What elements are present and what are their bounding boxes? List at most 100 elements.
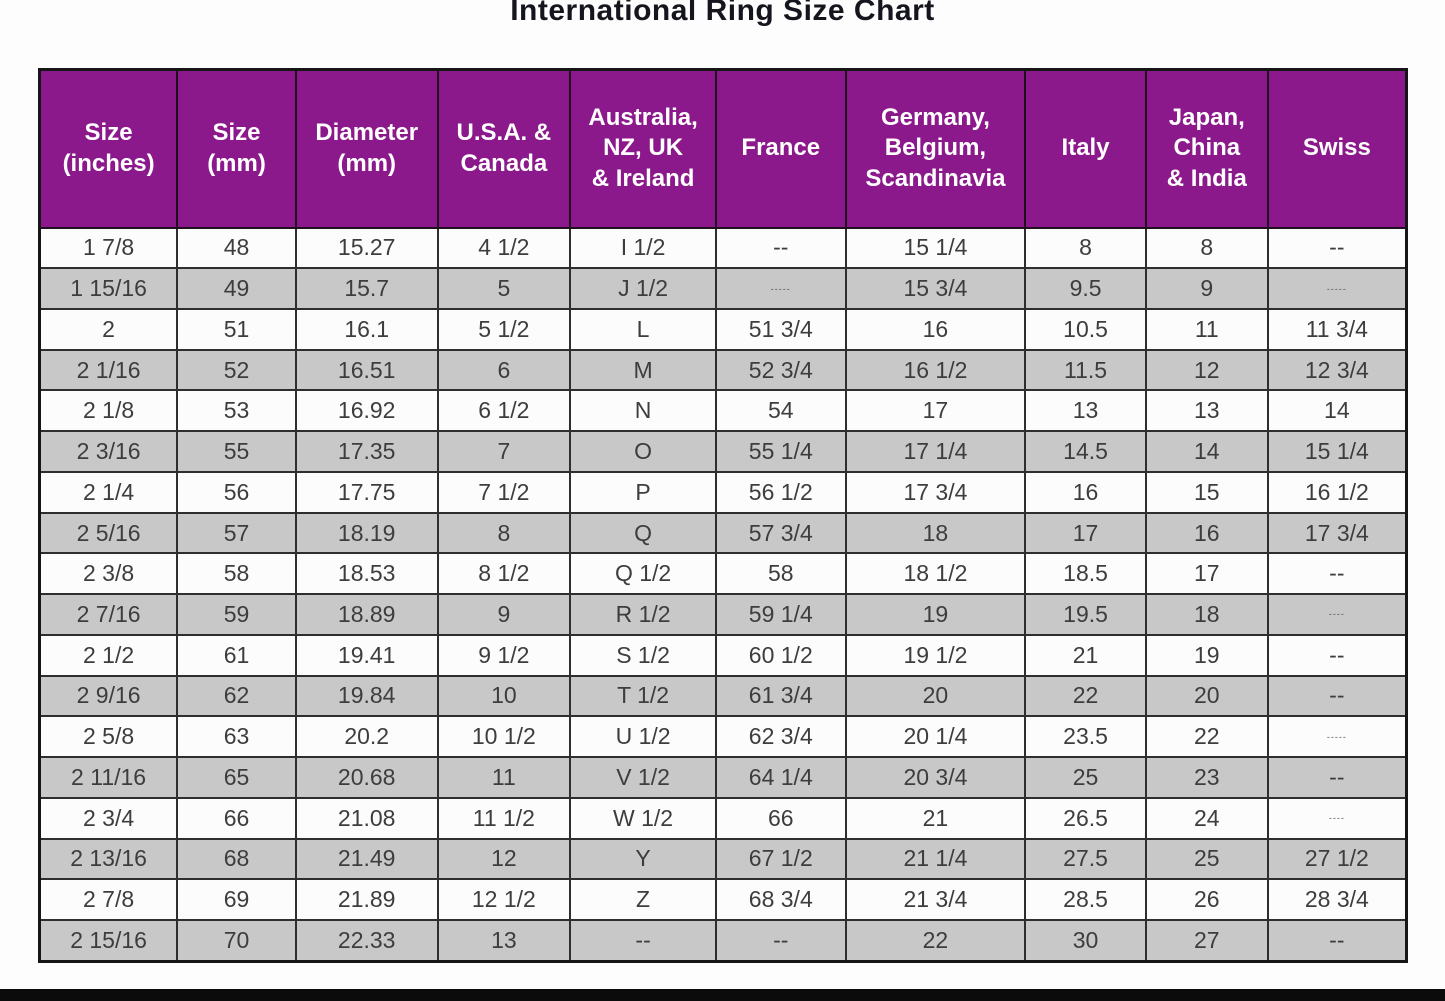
cell-r8-c9: 16 <box>1144 511 1269 555</box>
cell-r9-c1: 2 3/8 <box>38 552 179 596</box>
cell-r9-c4: 8 1/2 <box>436 552 572 596</box>
cell-r1-c8: 8 <box>1024 226 1147 270</box>
cell-r15-c3: 21.08 <box>294 796 439 840</box>
cell-r3-c2: 51 <box>176 307 297 351</box>
table-row-3: 2 51 16.1 5 1/2 L 51 3/4 16 10.5 11 11 3/4 <box>38 307 1408 351</box>
table-body: 1 7/8 48 15.27 4 1/2 I 1/2 -- 15 1/4 8 8 -- 1 15/1… <box>38 226 1408 963</box>
cell-r8-c1: 2 5/16 <box>38 511 179 555</box>
cell-r6-c10: 15 1/4 <box>1266 430 1408 473</box>
cell-r4-c1: 2 1/16 <box>38 348 179 392</box>
cell-r7-c3: 17.75 <box>294 470 439 514</box>
cell-r12-c7: 20 <box>844 674 1027 718</box>
cell-r10-c4: 9 <box>436 593 572 636</box>
cell-r8-c10: 17 3/4 <box>1266 511 1408 555</box>
table-row-10: 2 7/16 59 18.89 9 R 1/2 59 1/4 19 19.5 18 ---- <box>38 593 1408 636</box>
cell-r13-c6: 62 3/4 <box>714 715 847 759</box>
cell-r2-c9: 9 <box>1144 267 1269 310</box>
cell-r7-c1: 2 1/4 <box>38 470 179 514</box>
cell-r3-c9: 11 <box>1144 307 1269 351</box>
cell-r1-c3: 15.27 <box>294 226 439 270</box>
cell-r17-c9: 26 <box>1144 878 1269 921</box>
table-header: Size (inches) Size (mm) Diameter (mm) U.S.A… <box>38 68 1408 229</box>
cell-r8-c7: 18 <box>844 511 1027 555</box>
cell-r6-c3: 17.35 <box>294 430 439 473</box>
cell-r10-c7: 19 <box>844 593 1027 636</box>
cell-r4-c5: M <box>569 348 717 392</box>
ring-size-table: Size (inches) Size (mm) Diameter (mm) U.S.A… <box>38 68 1408 963</box>
cell-r11-c5: S 1/2 <box>569 633 717 677</box>
cell-r16-c7: 21 1/4 <box>844 837 1027 881</box>
cell-r16-c9: 25 <box>1144 837 1269 881</box>
cell-r17-c5: Z <box>569 878 717 921</box>
table-row-16: 2 13/16 68 21.49 12 Y 67 1/2 21 1/4 27.5 25 27 1/… <box>38 837 1408 881</box>
cell-r15-c6: 66 <box>714 796 847 840</box>
cell-r17-c4: 12 1/2 <box>436 878 572 921</box>
cell-r13-c7: 20 1/4 <box>844 715 1027 759</box>
cell-r15-c10: ---- <box>1266 796 1408 840</box>
cell-r1-c10: -- <box>1266 226 1408 270</box>
cell-r11-c9: 19 <box>1144 633 1269 677</box>
cell-r9-c3: 18.53 <box>294 552 439 596</box>
cell-r8-c3: 18.19 <box>294 511 439 555</box>
cell-r11-c3: 19.41 <box>294 633 439 677</box>
cell-r1-c6: -- <box>714 226 847 270</box>
cell-r1-c7: 15 1/4 <box>844 226 1027 270</box>
cell-r12-c10: -- <box>1266 674 1408 718</box>
table-row-8: 2 5/16 57 18.19 8 Q 57 3/4 18 17 16 17 3/4 <box>38 511 1408 555</box>
cell-r13-c4: 10 1/2 <box>436 715 572 759</box>
cell-r6-c6: 55 1/4 <box>714 430 847 473</box>
cell-r16-c1: 2 13/16 <box>38 837 179 881</box>
cell-r6-c1: 2 3/16 <box>38 430 179 473</box>
cell-r7-c10: 16 1/2 <box>1266 470 1408 514</box>
cell-r14-c9: 23 <box>1144 756 1269 799</box>
cell-r1-c4: 4 1/2 <box>436 226 572 270</box>
cell-r7-c9: 15 <box>1144 470 1269 514</box>
cell-r12-c9: 20 <box>1144 674 1269 718</box>
cell-r2-c2: 49 <box>176 267 297 310</box>
cell-r2-c10: ----- <box>1266 267 1408 310</box>
cell-r13-c8: 23.5 <box>1024 715 1147 759</box>
cell-r18-c8: 30 <box>1024 918 1147 963</box>
cell-r11-c2: 61 <box>176 633 297 677</box>
cell-r6-c7: 17 1/4 <box>844 430 1027 473</box>
table-row-15: 2 3/4 66 21.08 11 1/2 W 1/2 66 21 26.5 24 ---- <box>38 796 1408 840</box>
cell-r10-c2: 59 <box>176 593 297 636</box>
cell-r13-c3: 20.2 <box>294 715 439 759</box>
cell-r4-c6: 52 3/4 <box>714 348 847 392</box>
cell-r4-c8: 11.5 <box>1024 348 1147 392</box>
cell-r12-c5: T 1/2 <box>569 674 717 718</box>
cell-r15-c2: 66 <box>176 796 297 840</box>
cell-r12-c2: 62 <box>176 674 297 718</box>
table-row-12: 2 9/16 62 19.84 10 T 1/2 61 3/4 20 22 20 -- <box>38 674 1408 718</box>
cell-r10-c8: 19.5 <box>1024 593 1147 636</box>
cell-r17-c6: 68 3/4 <box>714 878 847 921</box>
cell-r18-c1: 2 15/16 <box>38 918 179 963</box>
cell-r14-c2: 65 <box>176 756 297 799</box>
cell-r6-c2: 55 <box>176 430 297 473</box>
cell-r9-c7: 18 1/2 <box>844 552 1027 596</box>
cell-r11-c4: 9 1/2 <box>436 633 572 677</box>
cell-r10-c10: ---- <box>1266 593 1408 636</box>
cell-r18-c9: 27 <box>1144 918 1269 963</box>
cell-r12-c8: 22 <box>1024 674 1147 718</box>
cell-r10-c3: 18.89 <box>294 593 439 636</box>
table-row-1: 1 7/8 48 15.27 4 1/2 I 1/2 -- 15 1/4 8 8 -- <box>38 226 1408 270</box>
cell-r16-c4: 12 <box>436 837 572 881</box>
cell-r15-c9: 24 <box>1144 796 1269 840</box>
column-header-10: Swiss <box>1266 68 1408 229</box>
cell-r10-c1: 2 7/16 <box>38 593 179 636</box>
cell-r8-c8: 17 <box>1024 511 1147 555</box>
cell-r18-c4: 13 <box>436 918 572 963</box>
column-header-3: Diameter (mm) <box>294 68 439 229</box>
cell-r11-c8: 21 <box>1024 633 1147 677</box>
cell-r5-c2: 53 <box>176 389 297 433</box>
cell-r4-c3: 16.51 <box>294 348 439 392</box>
cell-r13-c10: ----- <box>1266 715 1408 759</box>
cell-r12-c6: 61 3/4 <box>714 674 847 718</box>
column-header-5: Australia, NZ, UK & Ireland <box>569 68 717 229</box>
cell-r7-c4: 7 1/2 <box>436 470 572 514</box>
cell-r6-c4: 7 <box>436 430 572 473</box>
cell-r18-c10: -- <box>1266 918 1408 963</box>
column-header-4: U.S.A. & Canada <box>436 68 572 229</box>
